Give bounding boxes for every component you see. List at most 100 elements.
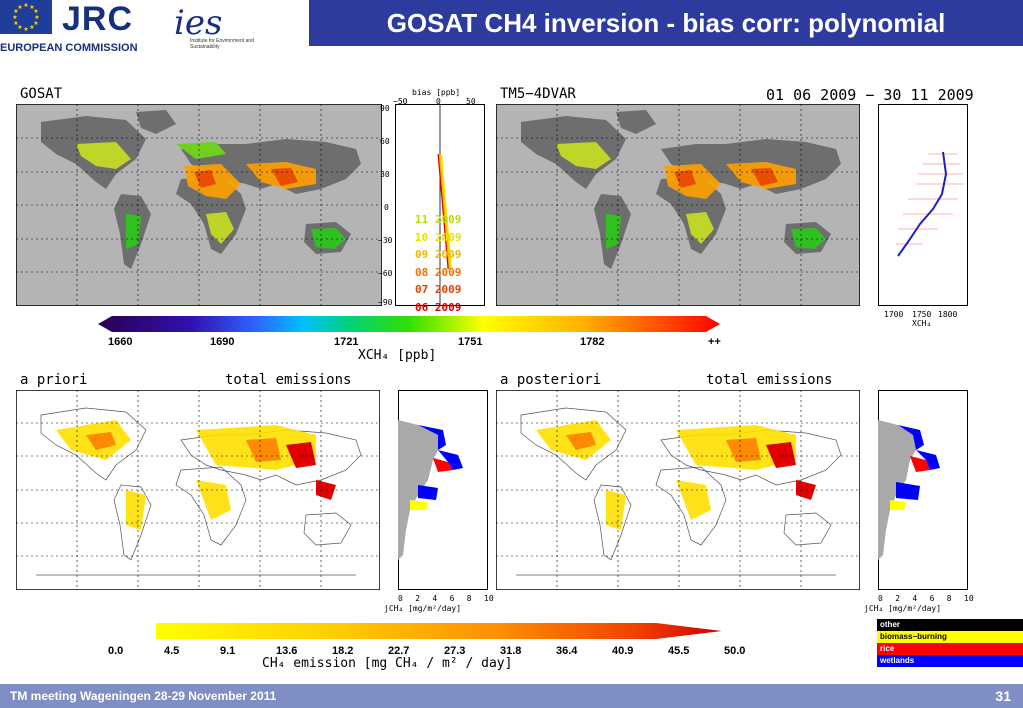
lat-tick: 30: [380, 170, 390, 179]
a-priori-emission-map: [16, 390, 380, 590]
date-range: 01 06 2009 − 30 11 2009: [766, 86, 974, 104]
svg-text:★: ★: [13, 8, 18, 15]
xch4-cb-tick: 1721: [334, 336, 359, 348]
emission-cb-tick: 18.2: [332, 645, 354, 657]
legend-item: wetlands: [877, 655, 1023, 667]
svg-text:★: ★: [34, 14, 39, 21]
legend-item: other: [877, 619, 1023, 631]
bias-tick-min: −50: [393, 97, 408, 106]
xch4-cb-title: XCH₄ [ppb]: [358, 348, 437, 363]
bias-title: bias [ppb]: [412, 88, 461, 97]
emission-cb-tick: 27.3: [444, 645, 466, 657]
svg-text:★: ★: [17, 24, 22, 31]
bias-month-label: 09 2009: [415, 248, 462, 261]
legend-label: other: [880, 620, 900, 629]
svg-text:★: ★: [33, 8, 38, 15]
lat-tick: −60: [378, 269, 393, 278]
a-priori-profile-xlabel: jCH₄ [mg/m²/day]: [384, 604, 462, 613]
emission-cb-tick: 50.0: [724, 645, 746, 657]
svg-text:★: ★: [23, 26, 28, 33]
emission-cb-tick: 31.8: [500, 645, 522, 657]
legend-label: rice: [880, 644, 895, 653]
gosat-xch4-map: [16, 104, 382, 306]
legend-label: biomass−burning: [880, 632, 947, 641]
profile-tick: 0: [878, 594, 883, 603]
bias-tick-zero: 0: [436, 97, 441, 106]
xch4-zonal-profile: [878, 104, 968, 306]
xch4-cb-tick: 1660: [108, 336, 133, 348]
a-posteriori-label: a posteriori: [500, 372, 602, 388]
profile-tick: 6: [449, 594, 455, 603]
svg-text:★: ★: [13, 20, 18, 27]
profile-tick: 1700: [884, 310, 904, 319]
slide-title: GOSAT CH4 inversion - bias corr: polynom…: [309, 0, 1023, 46]
profile-tick: 8: [946, 594, 952, 603]
lat-axis: 90 60 30 0 −30 −60 −90: [378, 104, 394, 307]
profile-tick: 2: [415, 594, 421, 603]
bias-month-label: 11 2009: [415, 213, 462, 226]
xch4-cb-tick: 1690: [210, 336, 235, 348]
profile-tick: 4: [432, 594, 438, 603]
footer-text: TM meeting Wageningen 28-29 November 201…: [10, 689, 277, 703]
a-posteriori-profile-xlabel: jCH₄ [mg/m²/day]: [864, 604, 942, 613]
profile-tick: 0: [398, 594, 403, 603]
emission-cb-tick: 22.7: [388, 645, 410, 657]
ies-logo: ies: [170, 2, 260, 62]
jrc-logo: JRC: [62, 0, 134, 38]
svg-text:★: ★: [23, 2, 28, 9]
profile-tick: 10: [484, 594, 494, 603]
bias-month-label: 08 2009: [415, 265, 462, 279]
footer-bar: [0, 684, 1023, 708]
bias-month-label: 07 2009: [415, 283, 462, 296]
xch4-cb-tick: 1751: [458, 336, 483, 348]
a-posteriori-emission-profile: [878, 390, 968, 590]
gosat-panel-label: GOSAT: [20, 86, 63, 102]
bias-tick-max: 50: [466, 97, 476, 106]
profile-tick: 10: [964, 594, 974, 603]
sector-legend: other biomass−burning rice wetlands: [877, 619, 1023, 667]
lat-tick: 90: [380, 104, 390, 113]
a-priori-sublabel: total emissions: [225, 372, 352, 388]
xch4-cb-tick: ++: [708, 336, 721, 348]
eu-flag-logo: ★ ★ ★ ★ ★ ★ ★ ★ ★ ★ ★ ★: [0, 0, 52, 34]
european-commission-label: EUROPEAN COMMISSION: [0, 42, 138, 54]
lat-tick: −30: [378, 236, 393, 245]
profile-tick: 1750: [912, 310, 932, 319]
legend-label: wetlands: [880, 656, 915, 665]
a-posteriori-emission-map: [496, 390, 860, 590]
page-number: 31: [995, 688, 1011, 704]
emission-cb-title: CH₄ emission [mg CH₄ / m² / day]: [262, 656, 513, 671]
profile-tick: 4: [912, 594, 918, 603]
svg-text:★: ★: [17, 4, 22, 11]
tm5-xch4-map: [496, 104, 860, 306]
profile-xlabel: XCH₄: [912, 319, 932, 328]
bias-month-label: 10 2009: [415, 230, 462, 244]
emission-colorbar: [156, 623, 722, 639]
xch4-colorbar: [98, 316, 720, 332]
svg-text:ies: ies: [174, 3, 222, 42]
profile-tick: 8: [466, 594, 472, 603]
bias-profile-plot: [395, 104, 485, 306]
ies-subtitle: Institute for Environment and Sustainabi…: [190, 38, 254, 50]
lat-tick: 0: [384, 203, 389, 212]
profile-tick: 2: [895, 594, 901, 603]
a-priori-emission-profile: [398, 390, 488, 590]
svg-text:★: ★: [29, 4, 34, 11]
profile-tick: 1800: [938, 310, 958, 319]
emission-cb-ticks: 0.0 4.5 9.1 13.6 18.2 22.7 27.3 31.8 36.4 40.9 45.…: [100, 645, 760, 659]
legend-item: rice: [877, 643, 1023, 655]
bias-month-label: 06 2009: [415, 300, 462, 314]
svg-text:★: ★: [33, 20, 38, 27]
tm5-panel-label: TM5−4DVAR: [500, 86, 576, 102]
svg-text:★: ★: [29, 24, 34, 31]
emission-cb-tick: 36.4: [556, 645, 578, 657]
lat-tick: −90: [378, 298, 393, 307]
svg-text:★: ★: [12, 14, 17, 21]
a-priori-label: a priori: [20, 372, 88, 388]
legend-item: biomass−burning: [877, 631, 1023, 643]
emission-cb-tick: 13.6: [276, 645, 298, 657]
lat-tick: 60: [380, 137, 390, 146]
emission-cb-tick: 40.9: [612, 645, 634, 657]
emission-cb-tick: 0.0: [108, 645, 124, 657]
emission-cb-tick: 45.5: [668, 645, 690, 657]
